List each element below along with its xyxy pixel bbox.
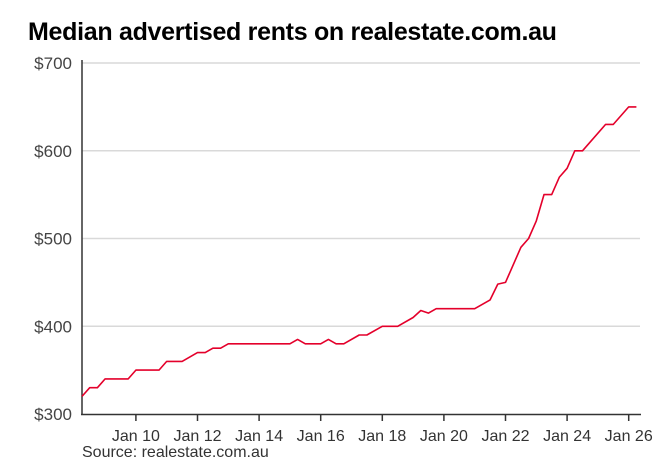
chart-title: Median advertised rents on realestate.co… (28, 18, 557, 46)
y-tick-label: $400 (34, 317, 72, 336)
rent-line (81, 106, 637, 397)
y-tick-label: $600 (34, 142, 72, 161)
x-tick-label: Jan 10 (112, 428, 160, 445)
x-tick-label: Jan 26 (605, 428, 653, 445)
y-tick-label: $500 (34, 230, 72, 249)
y-tick-label: $300 (34, 405, 72, 424)
x-tick-label: Jan 18 (358, 428, 406, 445)
x-tick-label: Jan 16 (297, 428, 345, 445)
y-tick-label: $700 (34, 54, 72, 73)
x-tick-label: Jan 24 (543, 428, 591, 445)
source-note: Source: realestate.com.au (82, 444, 269, 461)
x-tick-label: Jan 12 (173, 428, 221, 445)
x-tick-label: Jan 14 (235, 428, 283, 445)
x-tick-label: Jan 22 (481, 428, 529, 445)
x-tick-label: Jan 20 (420, 428, 468, 445)
